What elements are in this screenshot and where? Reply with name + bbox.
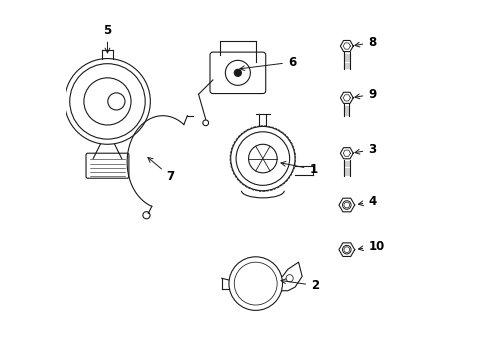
Text: 2: 2	[281, 279, 319, 292]
Text: 8: 8	[355, 36, 376, 49]
Polygon shape	[339, 198, 355, 212]
Polygon shape	[341, 92, 353, 103]
Text: 1: 1	[281, 162, 318, 176]
Text: 4: 4	[359, 195, 376, 208]
Polygon shape	[341, 40, 353, 51]
Polygon shape	[341, 148, 353, 159]
Text: 9: 9	[355, 88, 376, 101]
Polygon shape	[339, 243, 355, 256]
Text: 7: 7	[148, 157, 174, 183]
Text: 5: 5	[103, 23, 112, 53]
Circle shape	[234, 69, 242, 76]
Text: 10: 10	[359, 240, 385, 253]
Text: 3: 3	[355, 143, 376, 156]
Text: 6: 6	[240, 56, 296, 71]
